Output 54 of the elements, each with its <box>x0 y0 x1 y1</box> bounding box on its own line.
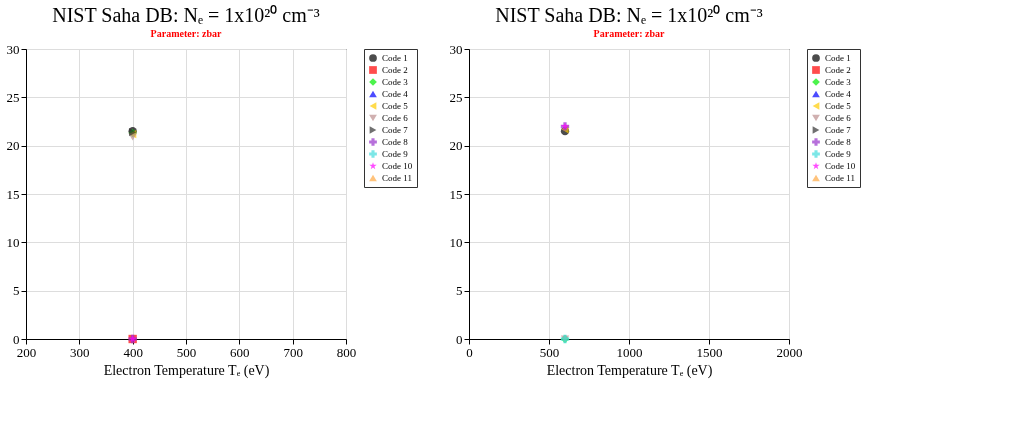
legend-label: Code 11 <box>825 173 855 183</box>
x-tick-label: 500 <box>176 344 197 360</box>
x-tick-label: 1500 <box>696 344 723 360</box>
y-tick-label: 0 <box>13 331 20 347</box>
legend-label: Code 8 <box>382 137 409 147</box>
y-tick-label: 15 <box>449 186 463 202</box>
legend-label: Code 9 <box>825 149 852 159</box>
y-tick-label: 30 <box>449 41 463 57</box>
legend-label: Code 4 <box>825 89 852 99</box>
legend-label: Code 7 <box>382 125 409 135</box>
legend-label: Code 5 <box>382 101 409 111</box>
legend-label: Code 2 <box>382 65 408 75</box>
legend-label: Code 6 <box>825 113 852 123</box>
x-tick-label: 800 <box>336 344 357 360</box>
y-tick-label: 5 <box>456 283 463 299</box>
y-tick-label: 0 <box>456 331 463 347</box>
chart-subtitle: Parameter: zbar <box>593 28 665 39</box>
legend-label: Code 7 <box>825 125 852 135</box>
x-tick-label: 200 <box>16 344 37 360</box>
y-tick-label: 5 <box>13 283 20 299</box>
legend-label: Code 10 <box>382 161 413 171</box>
legend-label: Code 4 <box>382 89 409 99</box>
chart-title: NIST Saha DB: Nₑ = 1x10²⁰ cm⁻³ <box>495 4 763 26</box>
legend-label: Code 1 <box>382 53 408 63</box>
y-tick-label: 25 <box>6 89 20 105</box>
x-tick-label: 300 <box>70 344 90 360</box>
x-tick-label: 500 <box>539 344 560 360</box>
chart-subtitle: Parameter: zbar <box>150 28 222 39</box>
y-tick-label: 30 <box>6 41 20 57</box>
x-tick-label: 600 <box>230 344 250 360</box>
x-tick-label: 2000 <box>776 344 803 360</box>
x-tick-label: 400 <box>123 344 143 360</box>
y-tick-label: 10 <box>449 234 463 250</box>
x-axis-title: Electron Temperature Tₑ (eV) <box>103 362 270 379</box>
x-tick-label: 1000 <box>616 344 643 360</box>
legend-label: Code 2 <box>825 65 851 75</box>
chart-title: NIST Saha DB: Nₑ = 1x10²⁰ cm⁻³ <box>52 4 320 26</box>
legend-label: Code 3 <box>825 77 852 87</box>
legend-label: Code 8 <box>825 137 852 147</box>
legend-label: Code 11 <box>382 173 412 183</box>
y-tick-label: 15 <box>6 186 20 202</box>
y-tick-label: 10 <box>6 234 20 250</box>
legend-label: Code 3 <box>382 77 409 87</box>
legend-label: Code 9 <box>382 149 409 159</box>
legend-label: Code 6 <box>382 113 409 123</box>
x-tick-label: 0 <box>466 344 473 360</box>
legend-label: Code 10 <box>825 161 856 171</box>
y-tick-label: 25 <box>449 89 463 105</box>
legend-label: Code 5 <box>825 101 852 111</box>
y-tick-label: 20 <box>449 138 463 154</box>
x-axis-title: Electron Temperature Tₑ (eV) <box>546 362 713 379</box>
legend-label: Code 1 <box>825 53 851 63</box>
x-tick-label: 700 <box>283 344 303 360</box>
y-tick-label: 20 <box>6 138 20 154</box>
